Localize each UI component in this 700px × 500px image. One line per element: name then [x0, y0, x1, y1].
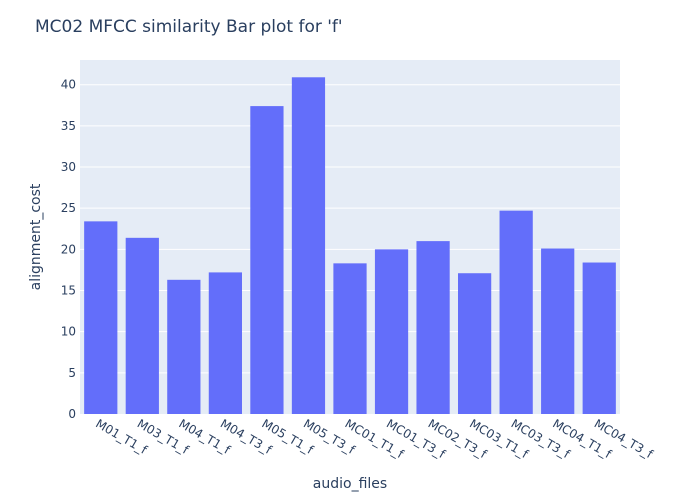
- y-tick-label: 10: [61, 325, 76, 339]
- y-axis-ticks: 0 5 10 15 20 25 30 35 40: [61, 78, 76, 421]
- bar-MC02_T3_f[interactable]: [416, 241, 450, 414]
- chart-title: MC02 MFCC similarity Bar plot for 'f': [35, 17, 343, 37]
- bar-M04_T1_f[interactable]: [167, 279, 201, 414]
- bar-MC04_T1_f[interactable]: [541, 248, 575, 414]
- bar-M05_T1_f[interactable]: [250, 106, 284, 414]
- y-axis-title: alignment_cost: [28, 183, 44, 290]
- y-tick-label: 40: [61, 78, 76, 92]
- bar-M04_T3_f[interactable]: [208, 272, 242, 414]
- x-axis-ticks: M01_T1_fM03_T1_fM04_T1_fM04_T3_fM05_T1_f…: [93, 416, 656, 461]
- bar-MC03_T3_f[interactable]: [499, 210, 533, 414]
- y-tick-label: 5: [68, 366, 76, 380]
- bar-M05_T3_f[interactable]: [291, 77, 326, 415]
- y-tick-label: 30: [61, 160, 76, 174]
- y-tick-label: 25: [61, 201, 76, 215]
- bar-MC01_T1_f[interactable]: [333, 263, 367, 414]
- x-axis-title: audio_files: [313, 476, 387, 492]
- bar-M01_T1_f[interactable]: [84, 221, 118, 414]
- bars: [84, 77, 616, 415]
- bar-M03_T1_f[interactable]: [125, 237, 159, 414]
- y-tick-label: 15: [61, 284, 76, 298]
- y-tick-label: 20: [61, 242, 76, 256]
- y-tick-label: 0: [68, 407, 76, 421]
- bar-MC01_T3_f[interactable]: [374, 249, 409, 414]
- bar-MC03_T1_f[interactable]: [458, 273, 492, 414]
- y-tick-label: 35: [61, 119, 76, 133]
- bar-MC04_T3_f[interactable]: [582, 262, 616, 414]
